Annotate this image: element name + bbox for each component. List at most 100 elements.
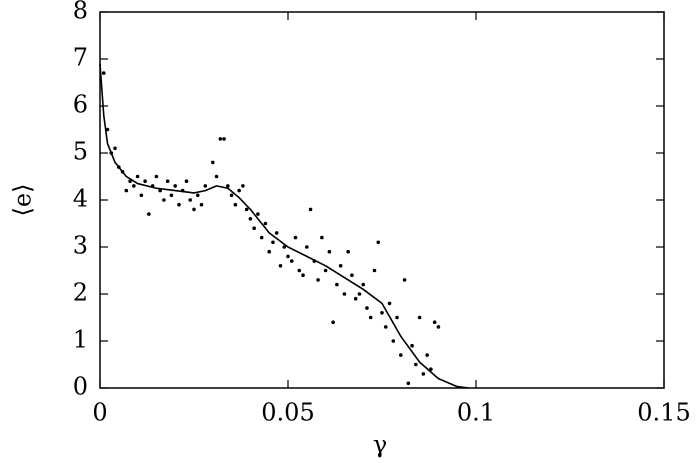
data-point [316, 278, 320, 282]
x-axis-label: γ [373, 431, 387, 459]
data-point [432, 320, 437, 325]
y-tick-label: 3 [73, 232, 88, 260]
data-point [361, 282, 366, 287]
data-point [139, 193, 144, 198]
data-point [342, 292, 347, 296]
y-tick-label: 7 [73, 44, 88, 72]
data-point [256, 212, 260, 216]
data-point [421, 372, 426, 376]
fit-line [99, 63, 469, 389]
data-point [192, 207, 196, 212]
data-point [357, 292, 362, 296]
data-point [143, 179, 147, 183]
data-point [391, 339, 396, 343]
data-point [410, 343, 414, 348]
data-point [154, 174, 159, 179]
data-point [214, 174, 219, 179]
data-point [101, 71, 106, 75]
data-point [436, 325, 441, 329]
x-tick-label: 0 [92, 399, 107, 427]
data-point [147, 212, 151, 216]
data-point [124, 188, 129, 193]
data-point [308, 207, 313, 212]
y-axis-label: ⟨e⟩ [9, 184, 37, 217]
data-point [429, 367, 433, 372]
data-point [218, 137, 223, 141]
data-point [259, 235, 264, 240]
data-point [248, 217, 253, 221]
data-point [406, 381, 411, 386]
data-point [184, 179, 189, 183]
y-tick-label: 4 [73, 185, 88, 213]
data-point [286, 254, 290, 259]
data-point [417, 315, 422, 320]
data-point [305, 245, 309, 249]
data-point [132, 184, 136, 188]
y-tick-label: 1 [73, 326, 88, 354]
data-point [173, 184, 177, 188]
data-point [346, 249, 350, 254]
y-tick-label: 0 [73, 373, 88, 401]
data-point [233, 202, 238, 207]
data-point [237, 188, 241, 193]
data-point [353, 296, 358, 301]
x-tick-label: 0.15 [637, 399, 690, 427]
data-point [267, 249, 272, 254]
data-point [162, 198, 166, 202]
data-point [399, 353, 403, 357]
data-point [297, 268, 302, 273]
data-point [320, 235, 324, 240]
data-point [263, 221, 268, 226]
data-point [301, 273, 305, 278]
data-point [241, 184, 245, 188]
data-point [199, 202, 204, 207]
data-point [425, 353, 429, 357]
data-point [376, 240, 381, 245]
x-tick-label: 0.1 [457, 399, 495, 427]
data-point [177, 202, 181, 207]
data-point [323, 268, 328, 273]
data-point [158, 188, 162, 193]
data-point [105, 127, 110, 132]
y-tick-label: 6 [73, 91, 88, 119]
data-point [271, 240, 275, 245]
data-point [135, 174, 140, 179]
data-point [365, 306, 369, 310]
data-point [293, 235, 298, 240]
data-point [252, 226, 256, 230]
data-point [383, 325, 388, 329]
data-point [327, 249, 332, 254]
y-tick-label: 2 [73, 279, 88, 307]
data-point [188, 198, 193, 202]
data-point [395, 315, 399, 320]
x-tick-label: 0.05 [261, 399, 314, 427]
data-point [169, 193, 174, 198]
y-tick-label: 8 [73, 0, 88, 25]
data-point [226, 184, 230, 188]
data-point [402, 278, 407, 282]
data-point [195, 193, 200, 198]
data-point [414, 362, 418, 367]
data-point [372, 268, 377, 273]
y-tick-label: 5 [73, 138, 88, 166]
data-point [350, 273, 354, 278]
data-point [289, 259, 294, 263]
data-point [278, 264, 283, 268]
data-point [331, 320, 335, 325]
data-point [113, 146, 117, 151]
data-point [335, 282, 339, 287]
data-point [368, 315, 373, 320]
data-point [387, 301, 392, 306]
data-point [211, 160, 215, 165]
data-point [282, 245, 287, 249]
data-point [244, 207, 249, 212]
data-point [203, 184, 208, 188]
data-point [229, 193, 234, 198]
data-point [222, 137, 226, 141]
data-point [338, 264, 343, 268]
data-point [165, 179, 170, 183]
plot-frame [99, 11, 665, 389]
data-point [274, 231, 279, 235]
